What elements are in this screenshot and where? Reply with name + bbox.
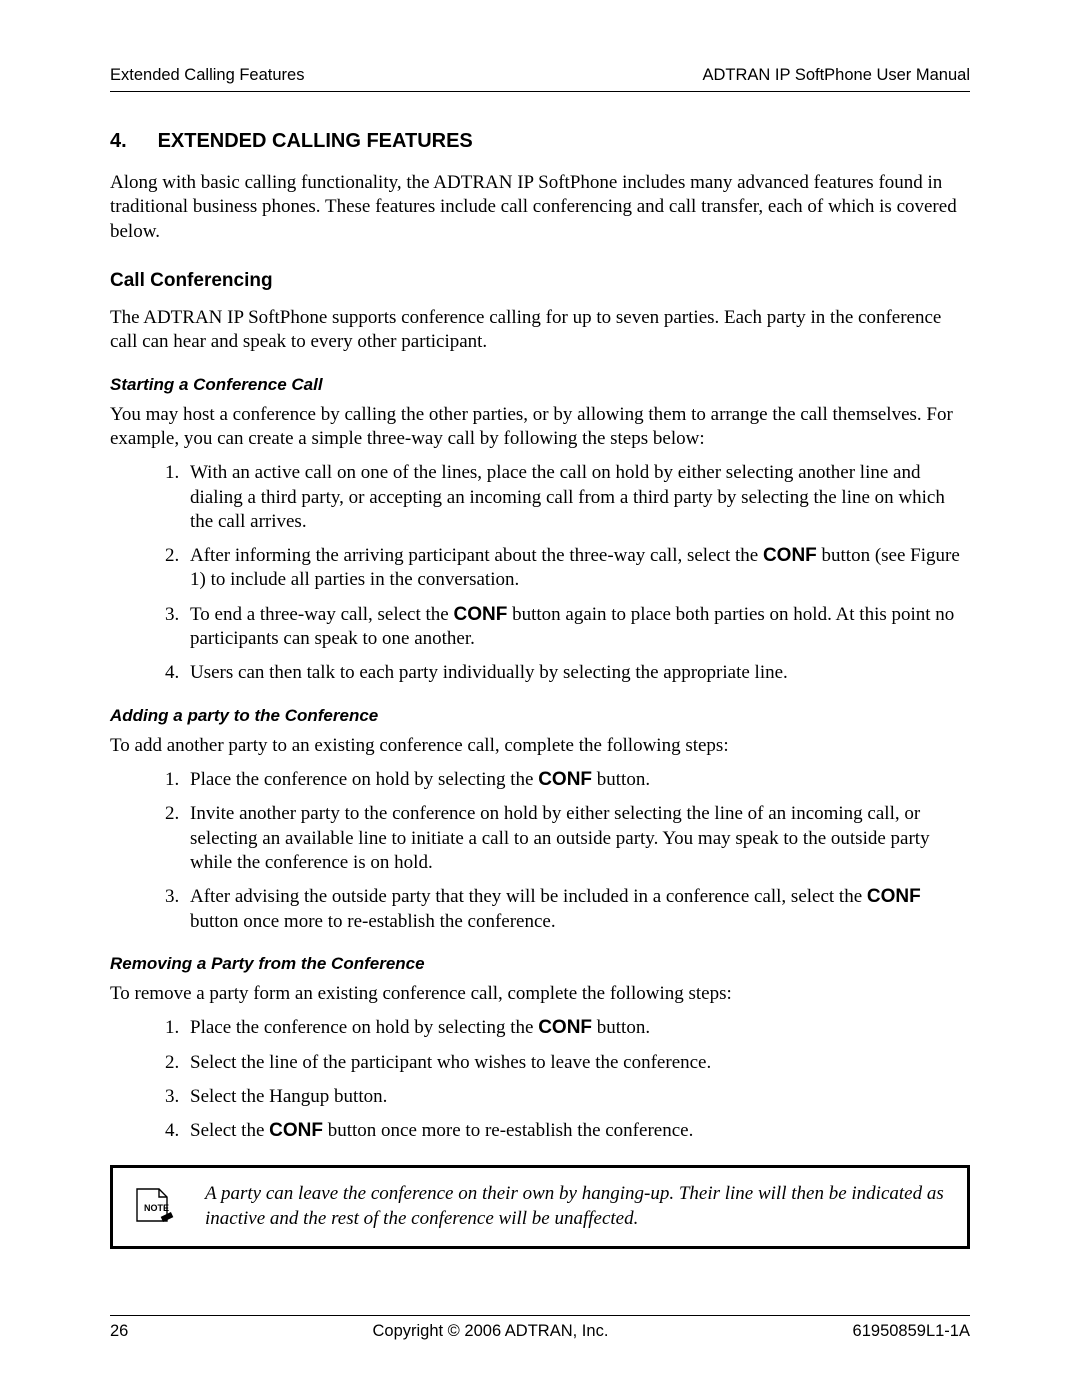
list-item-text: Place the conference on hold by selectin… xyxy=(190,769,538,790)
footer-doc-id: 61950859L1-1A xyxy=(853,1322,970,1341)
list-item-text: To end a three-way call, select the xyxy=(190,604,454,625)
footer-row: 26 Copyright © 2006 ADTRAN, Inc. 6195085… xyxy=(110,1322,970,1341)
conf-label: CONF xyxy=(763,545,817,566)
header-right: ADTRAN IP SoftPhone User Manual xyxy=(703,66,970,85)
removing-intro: To remove a party form an existing confe… xyxy=(110,982,970,1006)
note-text: A party can leave the conference on thei… xyxy=(205,1182,949,1231)
header-left: Extended Calling Features xyxy=(110,66,304,85)
conf-label: CONF xyxy=(867,886,921,907)
list-item: Users can then talk to each party indivi… xyxy=(184,661,970,685)
page-footer: 26 Copyright © 2006 ADTRAN, Inc. 6195085… xyxy=(110,1315,970,1341)
adding-intro: To add another party to an existing conf… xyxy=(110,734,970,758)
subheading-starting: Starting a Conference Call xyxy=(110,375,970,395)
running-header: Extended Calling Features ADTRAN IP Soft… xyxy=(110,66,970,85)
section-heading: 4. EXTENDED CALLING FEATURES xyxy=(110,130,970,153)
list-item: Invite another party to the conference o… xyxy=(184,802,970,875)
list-item-text: button. xyxy=(592,1017,650,1038)
page: Extended Calling Features ADTRAN IP Soft… xyxy=(0,0,1080,1397)
list-item: With an active call on one of the lines,… xyxy=(184,461,970,534)
note-icon: NOTE xyxy=(131,1185,181,1229)
list-item: Place the conference on hold by selectin… xyxy=(184,768,970,792)
list-item: Select the line of the participant who w… xyxy=(184,1051,970,1075)
list-item: After advising the outside party that th… xyxy=(184,885,970,934)
list-item: Place the conference on hold by selectin… xyxy=(184,1016,970,1040)
section-number: 4. xyxy=(110,130,152,153)
list-item-text: After advising the outside party that th… xyxy=(190,886,867,907)
starting-intro: You may host a conference by calling the… xyxy=(110,403,970,452)
conf-label: CONF xyxy=(538,769,592,790)
footer-rule xyxy=(110,1315,970,1316)
adding-list: Place the conference on hold by selectin… xyxy=(110,768,970,934)
list-item: Select the CONF button once more to re-e… xyxy=(184,1119,970,1143)
section-intro: Along with basic calling functionality, … xyxy=(110,171,970,244)
list-item-text: button once more to re-establish the con… xyxy=(323,1120,693,1141)
list-item: Select the Hangup button. xyxy=(184,1085,970,1109)
list-item-text: Select the xyxy=(190,1120,269,1141)
list-item: After informing the arriving participant… xyxy=(184,544,970,593)
conf-label: CONF xyxy=(454,604,508,625)
section-title: EXTENDED CALLING FEATURES xyxy=(158,130,473,152)
subheading-adding: Adding a party to the Conference xyxy=(110,706,970,726)
note-icon-label: NOTE xyxy=(144,1203,169,1213)
list-item-text: After informing the arriving participant… xyxy=(190,545,763,566)
subsection-heading-call-conferencing: Call Conferencing xyxy=(110,270,970,292)
call-conferencing-intro: The ADTRAN IP SoftPhone supports confere… xyxy=(110,306,970,355)
removing-list: Place the conference on hold by selectin… xyxy=(110,1016,970,1143)
footer-page-number: 26 xyxy=(110,1322,128,1341)
subheading-removing: Removing a Party from the Conference xyxy=(110,954,970,974)
list-item-text: button. xyxy=(592,769,650,790)
note-callout: NOTE A party can leave the conference on… xyxy=(110,1165,970,1248)
list-item-text: Place the conference on hold by selectin… xyxy=(190,1017,538,1038)
footer-copyright: Copyright © 2006 ADTRAN, Inc. xyxy=(372,1322,608,1341)
header-rule xyxy=(110,91,970,92)
conf-label: CONF xyxy=(269,1120,323,1141)
starting-list: With an active call on one of the lines,… xyxy=(110,461,970,686)
list-item-text: button once more to re-establish the con… xyxy=(190,911,556,932)
list-item: To end a three-way call, select the CONF… xyxy=(184,603,970,652)
conf-label: CONF xyxy=(538,1017,592,1038)
